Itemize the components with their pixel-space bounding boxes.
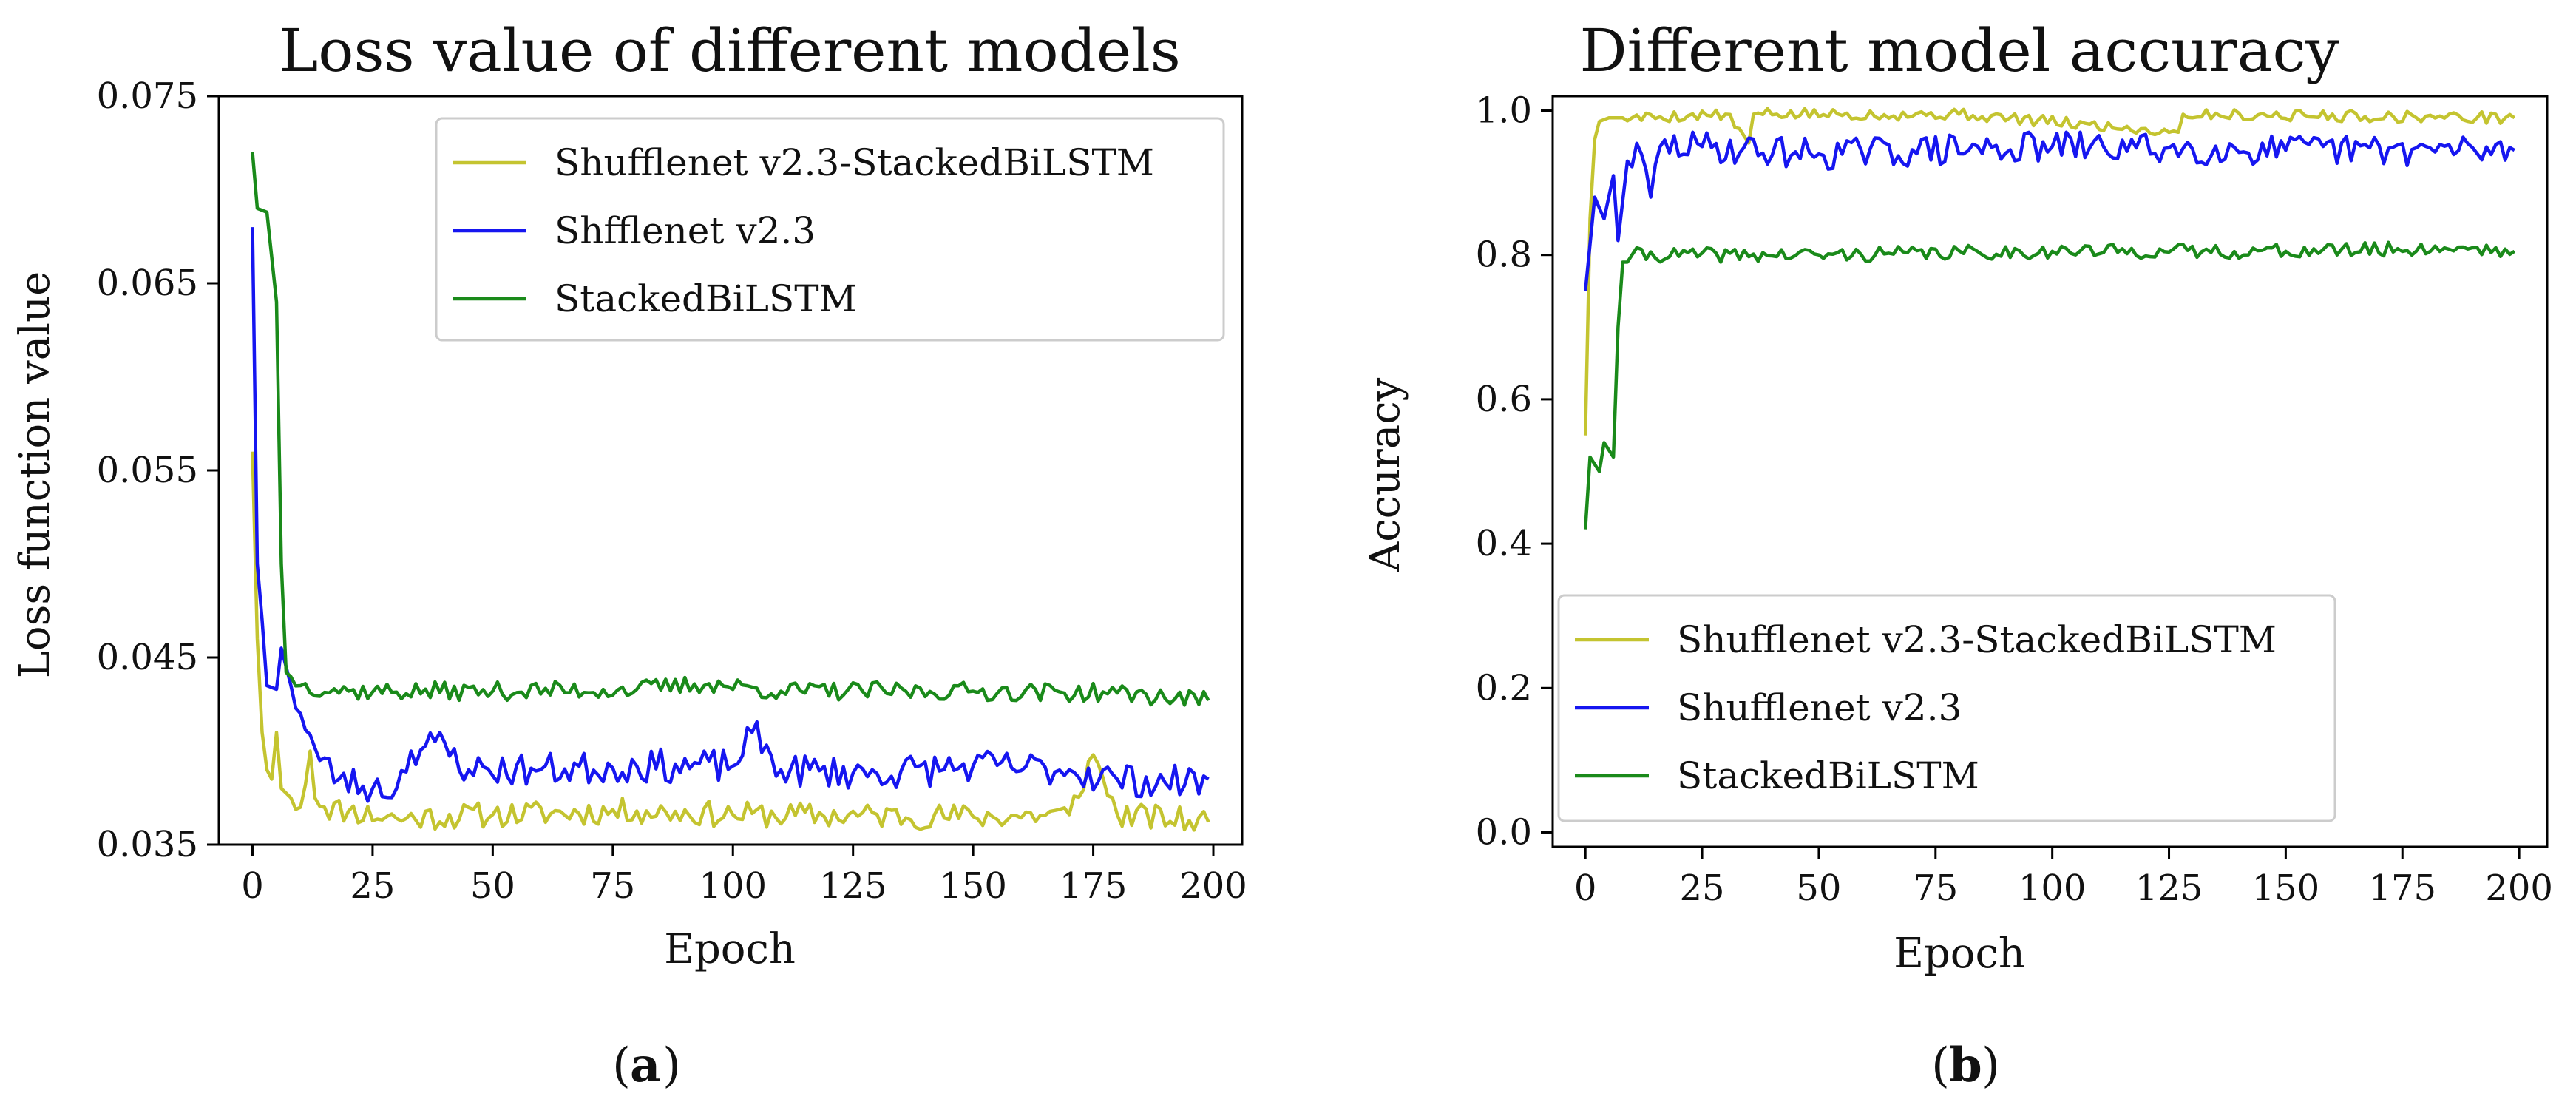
caption-b-letter: b	[1949, 1038, 1982, 1093]
y-tick-label: 0.045	[97, 637, 198, 678]
x-axis-label: Epoch	[664, 925, 796, 973]
x-axis-label: Epoch	[1894, 930, 2025, 978]
legend-label: Shufflenet v2.3-StackedBiLSTM	[1677, 618, 2277, 661]
x-tick-label: 150	[2252, 868, 2320, 909]
legend: Shufflenet v2.3-StackedBiLSTM Shfflenet v…	[435, 117, 1225, 342]
y-tick-label: 0.6	[1476, 379, 1532, 420]
x-tick-label: 200	[2485, 868, 2553, 909]
legend-label: Shfflenet v2.3	[555, 209, 816, 252]
legend-label: StackedBiLSTM	[1677, 754, 1979, 797]
svg-text:(: (	[612, 1038, 631, 1093]
y-tick-label: 0.8	[1476, 234, 1532, 276]
svg-text:): )	[662, 1038, 681, 1093]
x-tick-label: 50	[1796, 868, 1841, 909]
caption-b: ( b )	[1931, 1038, 2000, 1093]
x-tick-label: 100	[2019, 868, 2087, 909]
caption-a: ( a )	[612, 1038, 681, 1093]
x-tick-label: 175	[1060, 865, 1128, 907]
x-tick-label: 150	[939, 865, 1007, 907]
x-tick-label: 0	[1574, 868, 1597, 909]
x-tick-label: 0	[241, 865, 264, 907]
accuracy-chart: Different model accuracy Accuracy Epoch …	[1361, 16, 2553, 978]
y-tick-label: 1.0	[1476, 90, 1532, 132]
y-tick-label: 0.035	[97, 824, 198, 865]
plot-area	[1583, 107, 2516, 530]
y-tick-label: 0.065	[97, 263, 198, 304]
caption-a-letter: a	[630, 1038, 660, 1093]
x-tick-label: 175	[2368, 868, 2436, 909]
chart-title: Different model accuracy	[1580, 16, 2339, 85]
y-tick-label: 0.2	[1476, 667, 1532, 709]
legend: Shufflenet v2.3-StackedBiLSTM Shufflenet …	[1557, 594, 2336, 822]
loss-chart: Loss value of different models Loss func…	[11, 16, 1247, 973]
legend-label: Shufflenet v2.3	[1677, 686, 1962, 729]
series-line-1	[251, 451, 1210, 832]
y-tick-label: 0.4	[1476, 523, 1532, 564]
y-tick-label: 0.075	[97, 75, 198, 117]
series-line-2	[1583, 130, 2515, 291]
x-tick-label: 25	[350, 865, 395, 907]
y-axis-label: Loss function value	[11, 271, 59, 679]
svg-text:): )	[1982, 1038, 2000, 1093]
plot-area	[251, 152, 1210, 832]
x-tick-label: 100	[699, 865, 767, 907]
y-tick-label: 0.055	[97, 450, 198, 491]
x-tick-label: 75	[1913, 868, 1958, 909]
svg-text:(: (	[1931, 1038, 1950, 1093]
legend-box	[1557, 594, 2336, 822]
series-line-3	[251, 152, 1210, 707]
series-line-2	[251, 227, 1210, 803]
x-tick-label: 50	[470, 865, 515, 907]
x-tick-label: 25	[1680, 868, 1725, 909]
y-tick-label: 0.0	[1476, 811, 1532, 853]
chart-title: Loss value of different models	[279, 16, 1181, 85]
x-tick-label: 125	[819, 865, 887, 907]
series-line-3	[1583, 240, 2516, 530]
y-axis-label: Accuracy	[1361, 377, 1409, 572]
axes-frame	[1551, 95, 2549, 848]
legend-box	[435, 117, 1225, 342]
x-tick-label: 75	[590, 865, 635, 907]
series-line-1	[1583, 107, 2516, 436]
x-tick-label: 200	[1179, 865, 1247, 907]
x-tick-label: 125	[2135, 868, 2203, 909]
legend-label: StackedBiLSTM	[555, 277, 857, 320]
legend-label: Shufflenet v2.3-StackedBiLSTM	[555, 141, 1154, 184]
